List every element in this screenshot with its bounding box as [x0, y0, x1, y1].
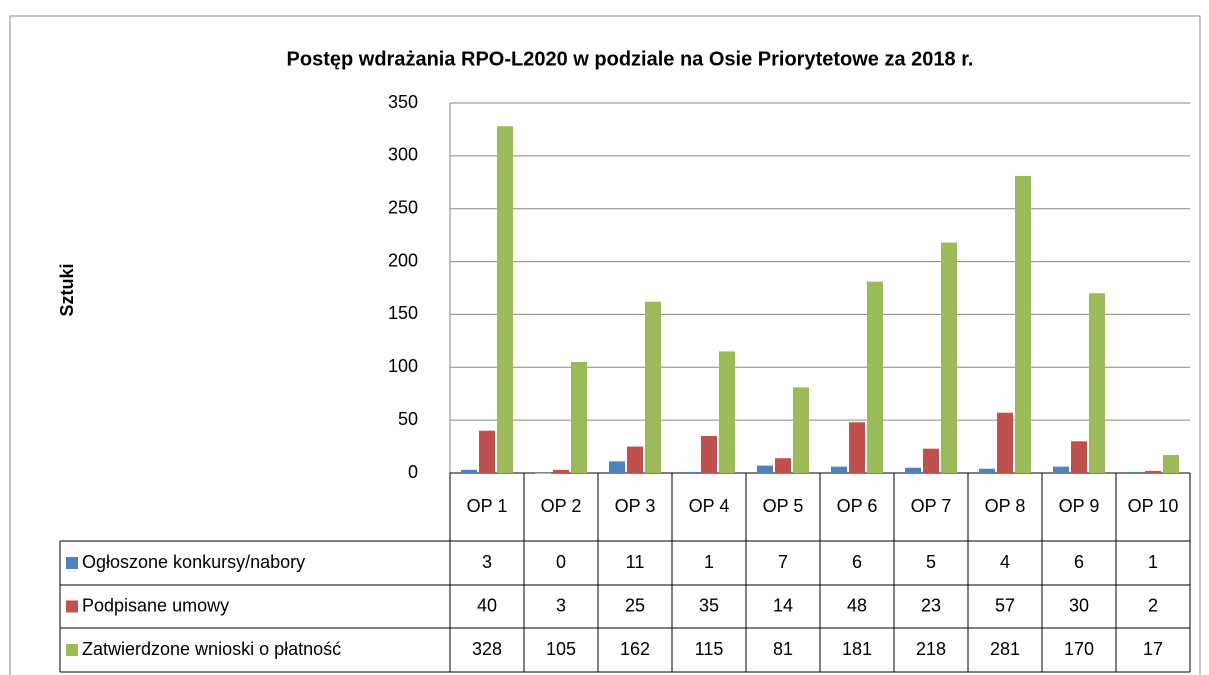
bar: [461, 469, 477, 473]
bar: [535, 473, 551, 474]
table-value: 6: [852, 552, 862, 572]
y-tick-label: 0: [408, 462, 418, 482]
bar: [867, 281, 883, 473]
table-value: 14: [773, 595, 793, 615]
table-value: 328: [472, 639, 502, 659]
legend-key: [66, 600, 78, 613]
table-value: 162: [620, 639, 650, 659]
bar: [1145, 470, 1161, 473]
table-value: 17: [1143, 639, 1163, 659]
table-value: 181: [842, 639, 872, 659]
bar: [941, 242, 957, 473]
table-value: 0: [556, 552, 566, 572]
x-tick-label: OP 3: [615, 496, 656, 516]
table-value: 25: [625, 595, 645, 615]
bar: [553, 469, 569, 473]
chart-title: Postęp wdrażania RPO-L2020 w podziale na…: [287, 48, 974, 70]
x-tick-label: OP 8: [985, 496, 1026, 516]
table-value: 218: [916, 639, 946, 659]
table-value: 7: [778, 552, 788, 572]
chart-border: [9, 15, 1201, 675]
table-value: 40: [477, 595, 497, 615]
x-tick-label: OP 4: [689, 496, 730, 516]
bar: [701, 436, 717, 473]
bar: [609, 461, 625, 473]
x-tick-label: OP 6: [837, 496, 878, 516]
bar: [979, 468, 995, 473]
table-value: 170: [1064, 639, 1094, 659]
x-tick-label: OP 2: [541, 496, 582, 516]
bar: [831, 466, 847, 473]
legend-key: [66, 644, 78, 656]
y-tick-label: 300: [388, 145, 418, 165]
table-value: 4: [1000, 552, 1010, 572]
bar: [571, 362, 587, 473]
legend-label: Ogłoszone konkursy/nabory: [82, 552, 305, 572]
y-axis-title: Sztuki: [57, 263, 77, 316]
bar: [1089, 293, 1105, 473]
y-tick-label: 150: [388, 303, 418, 323]
table-value: 105: [546, 639, 576, 659]
bar: [1127, 471, 1143, 473]
bar: [719, 351, 735, 473]
bar: [479, 430, 495, 473]
x-tick-label: OP 1: [467, 496, 508, 516]
x-tick-label: OP 5: [763, 496, 804, 516]
table-value: 57: [995, 595, 1015, 615]
bar: [905, 467, 921, 473]
table-value: 81: [773, 639, 793, 659]
table-value: 3: [482, 552, 492, 572]
bar: [683, 471, 699, 473]
y-tick-label: 50: [398, 409, 418, 429]
bar: [1071, 441, 1087, 473]
y-tick-label: 250: [388, 197, 418, 217]
y-tick-label: 200: [388, 250, 418, 270]
bar: [793, 387, 809, 473]
bar: [1163, 455, 1179, 473]
legend-key: [66, 557, 78, 569]
bar: [627, 446, 643, 473]
bar: [923, 448, 939, 473]
table-value: 1: [1148, 552, 1158, 572]
table-value: 281: [990, 639, 1020, 659]
bar: [645, 301, 661, 473]
table-value: 5: [926, 552, 936, 572]
table-value: 1: [704, 552, 714, 572]
y-tick-label: 100: [388, 356, 418, 376]
table-value: 115: [695, 639, 724, 659]
legend-label: Zatwierdzone wnioski o płatność: [82, 639, 341, 659]
x-tick-label: OP 10: [1128, 496, 1179, 516]
legend-label: Podpisane umowy: [82, 595, 229, 615]
bar: [997, 412, 1013, 473]
table-value: 23: [921, 595, 941, 615]
table-value: 2: [1148, 595, 1158, 615]
table-value: 11: [626, 552, 645, 572]
table-value: 35: [699, 595, 719, 615]
bar: [849, 422, 865, 473]
table-value: 3: [556, 595, 566, 615]
bar: [1015, 175, 1031, 473]
y-tick-label: 350: [388, 92, 418, 112]
x-tick-label: OP 7: [911, 496, 952, 516]
bar: [1053, 466, 1069, 473]
bar: [757, 465, 773, 473]
table-value: 48: [847, 595, 867, 615]
bar: [497, 126, 513, 473]
x-tick-label: OP 9: [1059, 496, 1100, 516]
table-value: 6: [1074, 552, 1084, 572]
table-value: 30: [1069, 595, 1089, 615]
bar: [775, 458, 791, 473]
